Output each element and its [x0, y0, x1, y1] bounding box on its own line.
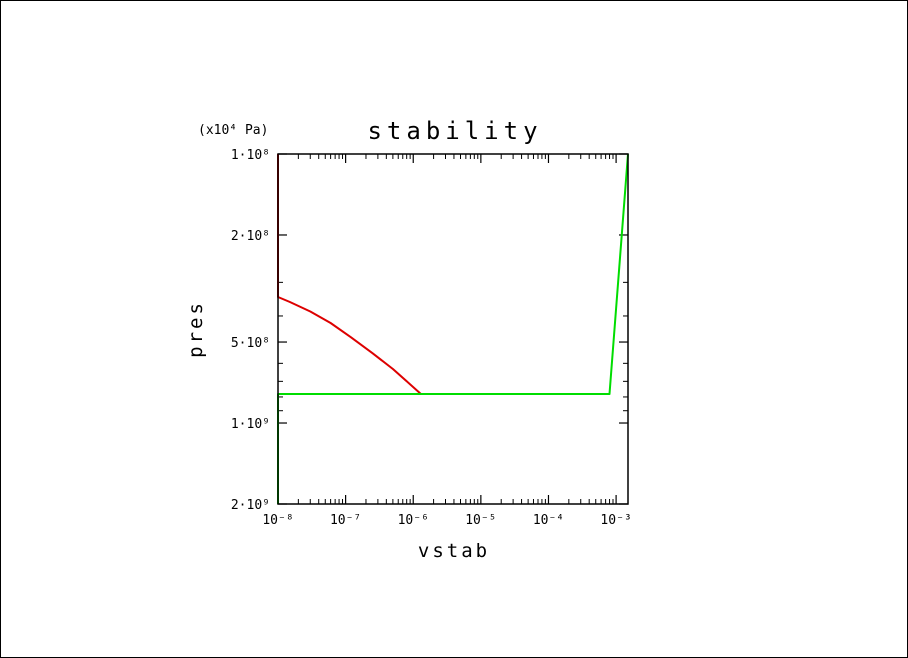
chart-title: stability: [367, 117, 542, 145]
series-lines: [277, 153, 629, 504]
x-tick-label: 10⁻⁸: [262, 513, 293, 528]
x-tick-label: 10⁻³: [600, 513, 631, 528]
y-tick-label: 2·10⁸: [231, 229, 270, 244]
plot-border: [277, 153, 629, 505]
series-line-1: [277, 154, 422, 395]
x-tick-label: 10⁻⁵: [465, 513, 496, 528]
series-line-2: [277, 153, 629, 504]
x-tick-label: 10⁻⁷: [330, 513, 361, 528]
x-tick-label: 10⁻⁴: [533, 513, 564, 528]
y-tick-label: 1·10⁹: [231, 417, 270, 432]
y-tick-label: 5·10⁸: [231, 336, 270, 351]
axis-ticks: 10⁻⁸ 10⁻⁷ 10⁻⁶ 10⁻⁵ 10⁻⁴ 10⁻³ 1·10⁸ 2·10⁸ 5·10⁸ 1…: [231, 148, 632, 528]
y-tick-label: 1·10⁸: [231, 148, 270, 163]
y-axis-label: pres: [185, 300, 207, 358]
x-axis-label: vstab: [418, 540, 490, 562]
x-tick-label: 10⁻⁶: [398, 513, 429, 528]
y-tick-label: 2·10⁹: [231, 498, 270, 513]
y-unit-label: (x10⁴ Pa): [198, 123, 268, 138]
